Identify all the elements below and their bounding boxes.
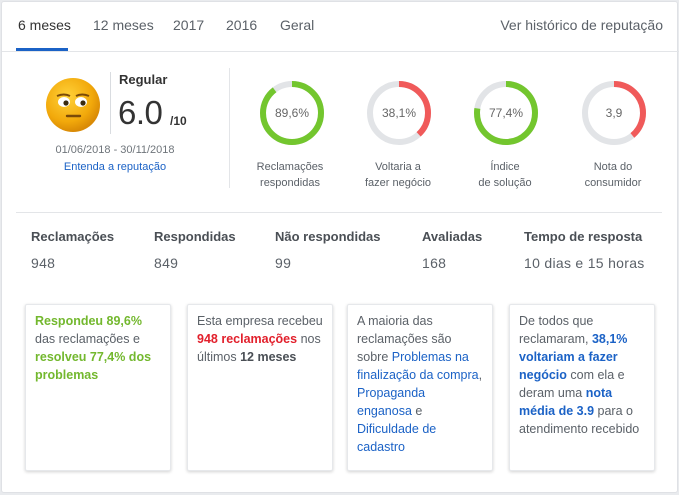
- reputation-history-link[interactable]: Ver histórico de reputação: [500, 17, 663, 33]
- gauge-label: Índice de solução: [450, 159, 560, 191]
- tab-2016[interactable]: 2016: [226, 17, 258, 33]
- info-box-total-complaints: Esta empresa recebeu 948 reclamações nos…: [187, 304, 333, 471]
- info-box-text: com ela e deram uma: [519, 368, 625, 400]
- info-box-text: Esta empresa recebeu: [197, 314, 323, 328]
- info-box-text: nos últimos: [197, 332, 321, 364]
- info-box-text: para o atendimento recebido: [519, 404, 640, 436]
- tab-12-meses[interactable]: 12 meses: [93, 17, 154, 33]
- stat-value-reclamacoes: 948: [31, 255, 56, 271]
- gauge-ring: [367, 81, 431, 145]
- stat-header-reclamacoes: Reclamações: [31, 229, 115, 244]
- topic-link-finalizacao[interactable]: Problemas na finalização da compra: [357, 350, 479, 382]
- info-box-text: ,: [478, 368, 483, 382]
- gauge-voltaria-negocio: 38,1%: [366, 80, 432, 146]
- reputation-divider: [110, 72, 111, 134]
- understand-reputation-link[interactable]: Entenda a reputação: [63, 161, 167, 173]
- stat-value-respondidas: 849: [154, 255, 179, 271]
- info-box-return-rating: De todos que reclamaram, 38,1% voltariam…: [509, 304, 655, 471]
- neutral-face-icon: [46, 78, 100, 132]
- gauge-label-line1: Nota do: [593, 161, 633, 173]
- gauge-value: 38,1%: [381, 106, 417, 120]
- stats-divider: [16, 212, 662, 213]
- gauge-label-line2: consumidor: [584, 177, 642, 189]
- reputation-max: /10: [170, 114, 187, 128]
- tab-6-meses[interactable]: 6 meses: [18, 17, 71, 33]
- gauge-label-line1: Índice: [490, 161, 520, 173]
- gauge-value: 3,9: [605, 106, 623, 120]
- stat-header-nao-respondidas: Não respondidas: [275, 229, 381, 244]
- gauge-label-line2: de solução: [478, 177, 532, 189]
- stat-header-respondidas: Respondidas: [154, 229, 236, 244]
- gauge-label: Reclamações respondidas: [235, 159, 345, 191]
- info-box-highlight: nota média de 3.9: [519, 386, 613, 418]
- topic-link-cadastro[interactable]: Dificuldade de cadastro: [357, 422, 437, 454]
- gauge-label-line2: respondidas: [260, 177, 320, 189]
- gauge-indice-solucao: 77,4%: [473, 80, 539, 146]
- stat-header-tempo-resposta: Tempo de resposta: [524, 229, 643, 244]
- tab-geral[interactable]: Geral: [280, 17, 315, 33]
- section-divider: [229, 68, 230, 188]
- info-box-text: e: [411, 404, 423, 418]
- topic-link-propaganda[interactable]: Propaganda enganosa: [357, 386, 426, 418]
- info-box-main-topics: A maioria das reclamações são sobre Prob…: [347, 304, 493, 471]
- gauge-label-line1: Reclamações: [256, 161, 324, 173]
- gauge-label: Voltaria a fazer negócio: [343, 159, 453, 191]
- info-box-highlight: 12 meses: [240, 350, 297, 364]
- info-box-highlight: Respondeu 89,6%: [35, 314, 142, 328]
- info-box-text: das reclamações e: [35, 332, 140, 346]
- gauge-value: 89,6%: [274, 106, 310, 120]
- gauge-value: 77,4%: [488, 106, 524, 120]
- tab-2017[interactable]: 2017: [173, 17, 205, 33]
- gauge-label-line2: fazer negócio: [364, 177, 432, 189]
- gauge-nota-consumidor: 3,9: [581, 80, 647, 146]
- stat-value-avaliadas: 168: [422, 255, 447, 271]
- stat-value-nao-respondidas: 99: [275, 255, 292, 271]
- gauge-reclamacoes-respondidas: 89,6%: [259, 80, 325, 146]
- info-box-text: De todos que reclamaram,: [519, 314, 594, 346]
- info-box-text: A maioria das reclamações são sobre: [357, 314, 452, 364]
- period-tabs: 6 meses 12 meses 2017 2016 Geral Ver his…: [2, 2, 679, 52]
- reputation-status: Regular: [119, 72, 168, 87]
- reputation-score: 6.0: [118, 94, 163, 131]
- gauge-ring: [474, 81, 538, 145]
- stat-header-avaliadas: Avaliadas: [422, 229, 483, 244]
- gauge-label-line1: Voltaria a: [375, 161, 421, 173]
- reputation-period: 01/06/2018 - 30/11/2018: [55, 144, 175, 156]
- info-box-highlight: 948 reclamações: [197, 332, 298, 346]
- gauge-label: Nota do consumidor: [558, 159, 668, 191]
- info-box-responses: Respondeu 89,6% das reclamações e resolv…: [25, 304, 171, 471]
- gauge-ring: [582, 81, 646, 145]
- gauge-ring: [260, 81, 324, 145]
- active-tab-indicator: [16, 48, 68, 51]
- stat-value-tempo-resposta: 10 dias e 15 horas: [524, 255, 645, 271]
- info-box-highlight: resolveu 77,4% dos problemas: [35, 350, 152, 382]
- info-box-highlight: 38,1% voltariam a fazer negócio: [519, 332, 628, 382]
